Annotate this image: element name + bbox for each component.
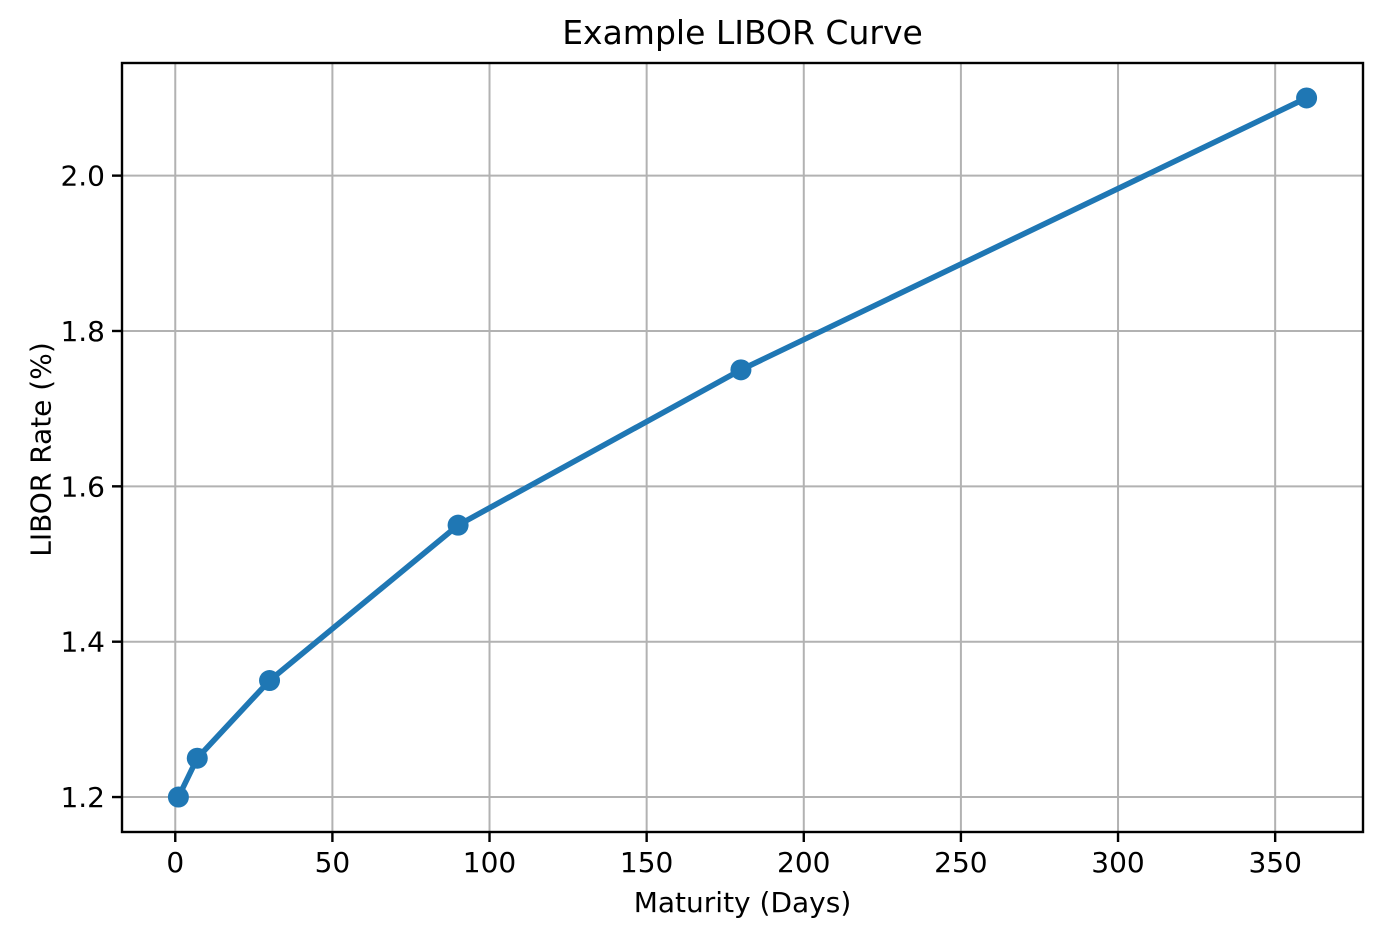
x-tick-label: 0 — [166, 846, 184, 879]
x-tick-label: 50 — [315, 846, 351, 879]
chart-title: Example LIBOR Curve — [562, 13, 923, 52]
data-point-marker — [1296, 87, 1318, 109]
x-tick-label: 350 — [1248, 846, 1301, 879]
axes-frame — [120, 61, 1365, 834]
x-tick-label: 200 — [777, 846, 830, 879]
data-point-marker — [259, 670, 281, 692]
y-tick-label: 1.4 — [60, 626, 105, 659]
data-point-marker — [447, 514, 469, 536]
y-tick-label: 1.8 — [60, 315, 105, 348]
data-point-marker — [730, 359, 752, 381]
y-tick-label: 1.2 — [60, 781, 105, 814]
y-tick-label: 1.6 — [60, 470, 105, 503]
x-tick-label: 300 — [1091, 846, 1144, 879]
data-point-marker — [167, 786, 189, 808]
data-point-marker — [186, 747, 208, 769]
x-tick-label: 150 — [620, 846, 673, 879]
x-tick-label: 100 — [463, 846, 516, 879]
x-axis-label: Maturity (Days) — [633, 886, 852, 919]
y-tick-label: 2.0 — [60, 160, 105, 193]
y-axis-label: LIBOR Rate (%) — [24, 342, 58, 557]
libor-curve-line — [175, 95, 1310, 800]
x-tick-label: 250 — [934, 846, 987, 879]
